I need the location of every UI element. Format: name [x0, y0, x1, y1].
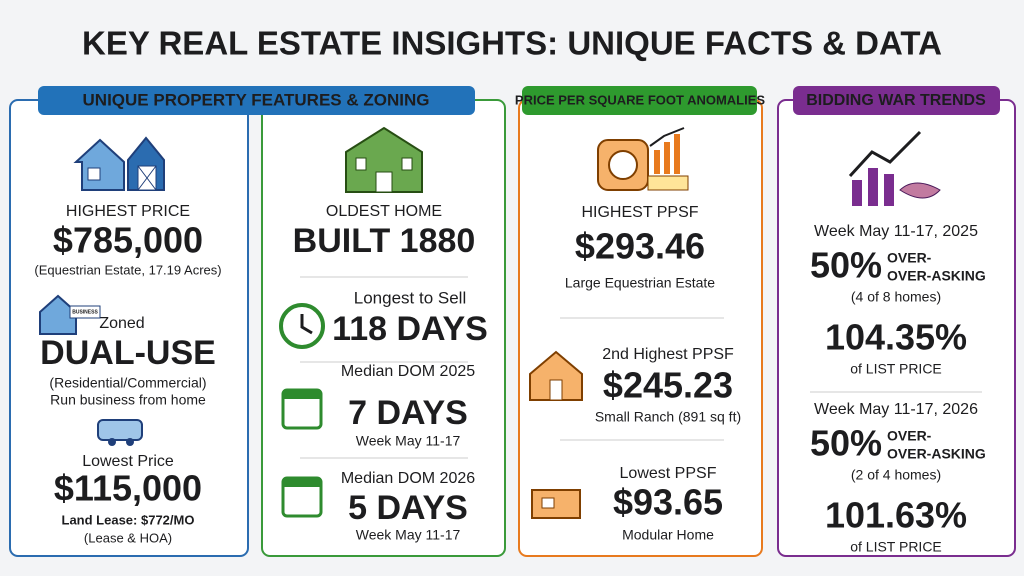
value: BUILT 1880	[293, 222, 476, 260]
label: Lowest Price	[82, 453, 174, 470]
section-header: PRICE PER SQUARE FOOT ANOMALIES	[515, 92, 765, 107]
label: OLDEST HOME	[326, 203, 442, 220]
over-label: OVER-	[887, 250, 932, 266]
label: Longest to Sell	[354, 288, 466, 307]
note: Land Lease: $772/MO	[62, 512, 195, 527]
week-label: Week May 11-17, 2026	[814, 401, 978, 418]
label: Lowest PPSF	[620, 465, 717, 482]
count: (2 of 4 homes)	[851, 467, 941, 483]
section-header: UNIQUE PROPERTY FEATURES & ZONING	[83, 90, 430, 109]
ratio-label: of LIST PRICE	[850, 361, 942, 377]
trailer-icon	[97, 419, 143, 446]
ratio: 104.35%	[825, 317, 967, 358]
value: 5 DAYS	[348, 489, 468, 527]
section-header: BIDDING WAR TRENDS	[806, 92, 986, 109]
value: $115,000	[54, 468, 202, 509]
house-barn-icon	[73, 136, 165, 191]
note: Modular Home	[622, 527, 714, 543]
ratio: 101.63%	[825, 495, 967, 536]
percent: 50%	[810, 423, 882, 464]
value: $245.23	[603, 365, 733, 406]
sign-text: BUSINESS	[72, 309, 98, 315]
note: (Residential/Commercial)	[49, 375, 206, 391]
note: Week May 11-17	[356, 433, 461, 449]
note: (Lease & HOA)	[84, 530, 172, 545]
label: Median DOM 2026	[341, 470, 475, 487]
value: $785,000	[53, 220, 203, 261]
count: (4 of 8 homes)	[851, 289, 941, 305]
note: Week May 11-17	[356, 527, 461, 543]
old-house-icon	[345, 126, 423, 193]
label: Median DOM 2025	[341, 363, 475, 380]
note: Run business from home	[50, 392, 206, 408]
week-label: Week May 11-17, 2025	[814, 223, 978, 240]
note: Small Ranch (891 sq ft)	[595, 409, 741, 425]
value: $93.65	[613, 482, 723, 523]
business-icon	[39, 294, 101, 335]
note: Large Equestrian Estate	[565, 275, 715, 291]
label: HIGHEST PPSF	[581, 204, 698, 221]
clock-icon	[279, 303, 325, 349]
calendar-icon	[281, 476, 323, 518]
trend-icon	[848, 130, 941, 206]
header-pill	[38, 86, 475, 115]
ranch-icon	[529, 350, 583, 401]
note: (Equestrian Estate, 17.19 Acres)	[34, 262, 221, 277]
value: $293.46	[575, 226, 705, 267]
asking-label: OVER-ASKING	[887, 446, 986, 462]
percent: 50%	[810, 245, 882, 286]
calendar-icon	[281, 388, 323, 430]
value: 7 DAYS	[348, 394, 468, 432]
label: HIGHEST PRICE	[66, 203, 190, 220]
over-label: OVER-	[887, 428, 932, 444]
label: Zoned	[99, 315, 144, 332]
value: DUAL-USE	[40, 334, 216, 372]
modular-icon	[531, 489, 581, 519]
title: KEY REAL ESTATE INSIGHTS: UNIQUE FACTS &…	[82, 25, 942, 62]
label: 2nd Highest PPSF	[602, 346, 734, 363]
asking-label: OVER-ASKING	[887, 268, 986, 284]
tape-chart-icon	[597, 127, 689, 191]
header-pill	[793, 86, 1000, 115]
ratio-label: of LIST PRICE	[850, 539, 942, 555]
value: 118 DAYS	[332, 310, 488, 348]
header-pill	[522, 86, 757, 115]
